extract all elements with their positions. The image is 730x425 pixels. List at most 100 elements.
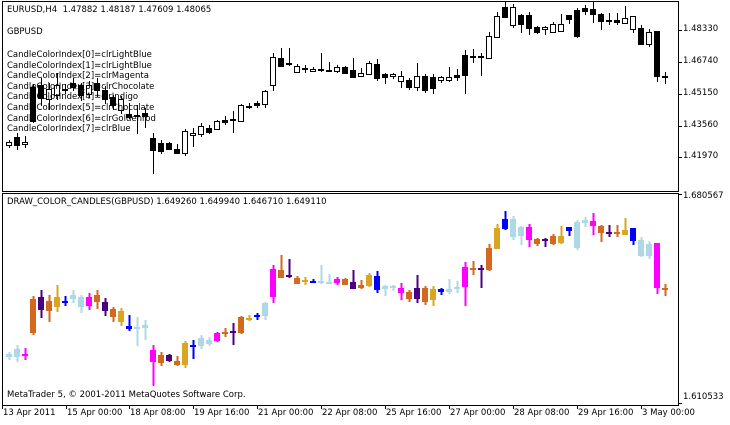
- candle: [238, 316, 244, 334]
- legend-line: CandleColorIndex[0]=clrLightBlue: [7, 50, 152, 60]
- candle: [270, 265, 276, 303]
- candle: [182, 129, 188, 156]
- candle: [110, 95, 116, 110]
- candle: [94, 78, 100, 97]
- candle: [158, 140, 164, 154]
- candle: [94, 290, 100, 309]
- candle: [486, 244, 492, 271]
- candle: [334, 277, 340, 285]
- candle: [646, 29, 652, 47]
- symbol-label: GBPUSD: [7, 27, 43, 37]
- candle: [630, 16, 636, 33]
- candle: [110, 307, 116, 322]
- candle: [446, 279, 452, 294]
- time-label: 13 Apr 2011: [3, 408, 56, 418]
- candle: [174, 356, 180, 366]
- candle: [382, 285, 388, 296]
- candle: [510, 216, 516, 240]
- candle: [302, 65, 308, 73]
- candle: [126, 103, 132, 119]
- candle: [150, 345, 156, 386]
- candle: [606, 225, 612, 237]
- candle: [310, 67, 316, 72]
- candle: [342, 66, 348, 74]
- candle: [550, 234, 556, 245]
- candle: [422, 286, 428, 305]
- candle: [366, 61, 372, 75]
- candle: [62, 296, 68, 306]
- main-chart-header: EURUSD,H4 1.47882 1.48187 1.47609 1.4806…: [7, 5, 212, 15]
- candle: [6, 140, 12, 148]
- candle: [14, 133, 20, 150]
- candle: [582, 217, 588, 227]
- candle: [246, 315, 252, 321]
- candle: [238, 104, 244, 122]
- price-label: 1.45150: [683, 88, 719, 98]
- candle: [374, 271, 380, 293]
- candle: [342, 278, 348, 285]
- candle: [598, 13, 604, 30]
- candle: [62, 84, 68, 94]
- candle: [646, 241, 652, 259]
- candle: [318, 53, 324, 72]
- candle: [454, 281, 460, 293]
- candle: [230, 111, 236, 133]
- main-chart-panel[interactable]: EURUSD,H4 1.47882 1.48187 1.47609 1.4806…: [2, 1, 679, 192]
- candle: [78, 295, 84, 313]
- candle: [102, 298, 108, 316]
- candle: [574, 8, 580, 38]
- candle: [326, 274, 332, 284]
- indicator-panel[interactable]: DRAW_COLOR_CANDLES(GBPUSD) 1.649260 1.64…: [2, 193, 679, 406]
- candle: [390, 73, 396, 79]
- candle: [54, 285, 60, 312]
- candle: [574, 220, 580, 250]
- candle: [622, 6, 628, 24]
- time-label: 27 Apr 00:00: [450, 408, 506, 418]
- candle: [654, 243, 660, 294]
- candle: [446, 67, 452, 82]
- candle: [214, 120, 220, 130]
- candle: [406, 290, 412, 302]
- candle: [6, 352, 12, 360]
- time-label: 22 Apr 08:00: [322, 408, 378, 418]
- price-label: 1.48330: [683, 24, 719, 34]
- candle: [502, 2, 508, 18]
- candle: [182, 341, 188, 368]
- color-candles-plot: [6, 211, 668, 386]
- candle: [198, 123, 204, 137]
- candle: [430, 74, 436, 94]
- time-label: 3 May 00:00: [642, 408, 695, 418]
- candle: [14, 345, 20, 362]
- candle: [654, 31, 660, 82]
- candle: [206, 125, 212, 134]
- candle: [254, 101, 260, 108]
- price-label: 1.41970: [683, 151, 719, 161]
- legend-line: CandleColorIndex[6]=clrGoldenrod: [7, 113, 156, 124]
- candle: [38, 290, 44, 318]
- candle: [102, 86, 108, 104]
- candle: [198, 335, 204, 349]
- candle: [526, 12, 532, 35]
- candle: [190, 128, 196, 147]
- candle: [470, 49, 476, 63]
- candle: [30, 84, 36, 123]
- candle: [86, 81, 92, 98]
- candle: [222, 328, 228, 337]
- time-label: 19 Apr 16:00: [194, 408, 250, 418]
- candle: [262, 302, 268, 320]
- candle: [582, 5, 588, 15]
- candle: [158, 352, 164, 366]
- candle: [422, 74, 428, 93]
- candle: [302, 277, 308, 285]
- candle: [462, 262, 468, 306]
- candle: [230, 323, 236, 345]
- candle: [638, 237, 644, 257]
- candle: [502, 211, 508, 230]
- candle: [590, 2, 596, 23]
- candle: [46, 295, 52, 322]
- time-label: 18 Apr 08:00: [130, 408, 186, 418]
- candle: [206, 337, 212, 346]
- candle: [294, 64, 300, 73]
- candle: [614, 13, 620, 25]
- candle: [566, 227, 572, 236]
